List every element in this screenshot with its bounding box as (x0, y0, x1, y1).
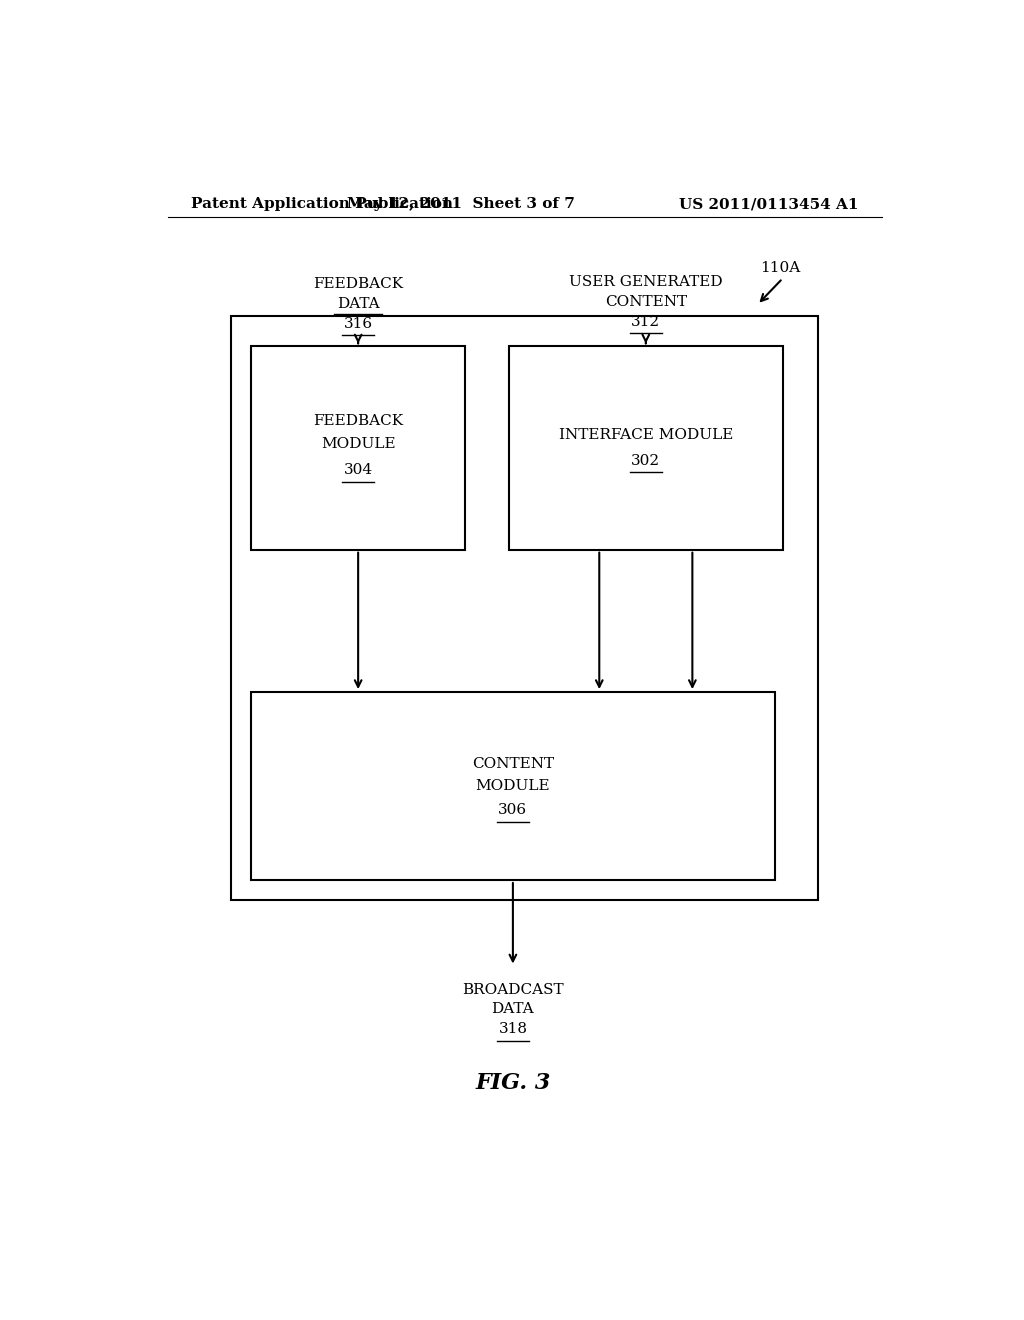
Text: DATA: DATA (492, 1002, 535, 1016)
Text: 304: 304 (344, 463, 373, 478)
Text: 302: 302 (631, 454, 660, 469)
Text: 318: 318 (499, 1023, 527, 1036)
Text: USER GENERATED: USER GENERATED (569, 276, 723, 289)
Text: MODULE: MODULE (321, 437, 395, 451)
Text: FIG. 3: FIG. 3 (475, 1072, 551, 1094)
Text: CONTENT: CONTENT (472, 756, 554, 771)
Text: US 2011/0113454 A1: US 2011/0113454 A1 (679, 197, 858, 211)
Text: MODULE: MODULE (475, 779, 550, 793)
Text: Patent Application Publication: Patent Application Publication (191, 197, 454, 211)
Text: DATA: DATA (337, 297, 380, 310)
Bar (251, 692, 775, 880)
Text: INTERFACE MODULE: INTERFACE MODULE (559, 428, 733, 442)
Text: 110A: 110A (760, 261, 801, 275)
Text: CONTENT: CONTENT (605, 294, 687, 309)
Text: FEEDBACK: FEEDBACK (313, 277, 403, 292)
Text: 316: 316 (344, 317, 373, 331)
Text: May 12, 2011  Sheet 3 of 7: May 12, 2011 Sheet 3 of 7 (347, 197, 575, 211)
Bar (509, 346, 782, 549)
Bar (251, 346, 465, 549)
Text: FEEDBACK: FEEDBACK (313, 413, 403, 428)
Text: BROADCAST: BROADCAST (462, 983, 563, 997)
Text: 312: 312 (631, 315, 660, 329)
Text: 306: 306 (499, 804, 527, 817)
Bar (231, 315, 818, 900)
